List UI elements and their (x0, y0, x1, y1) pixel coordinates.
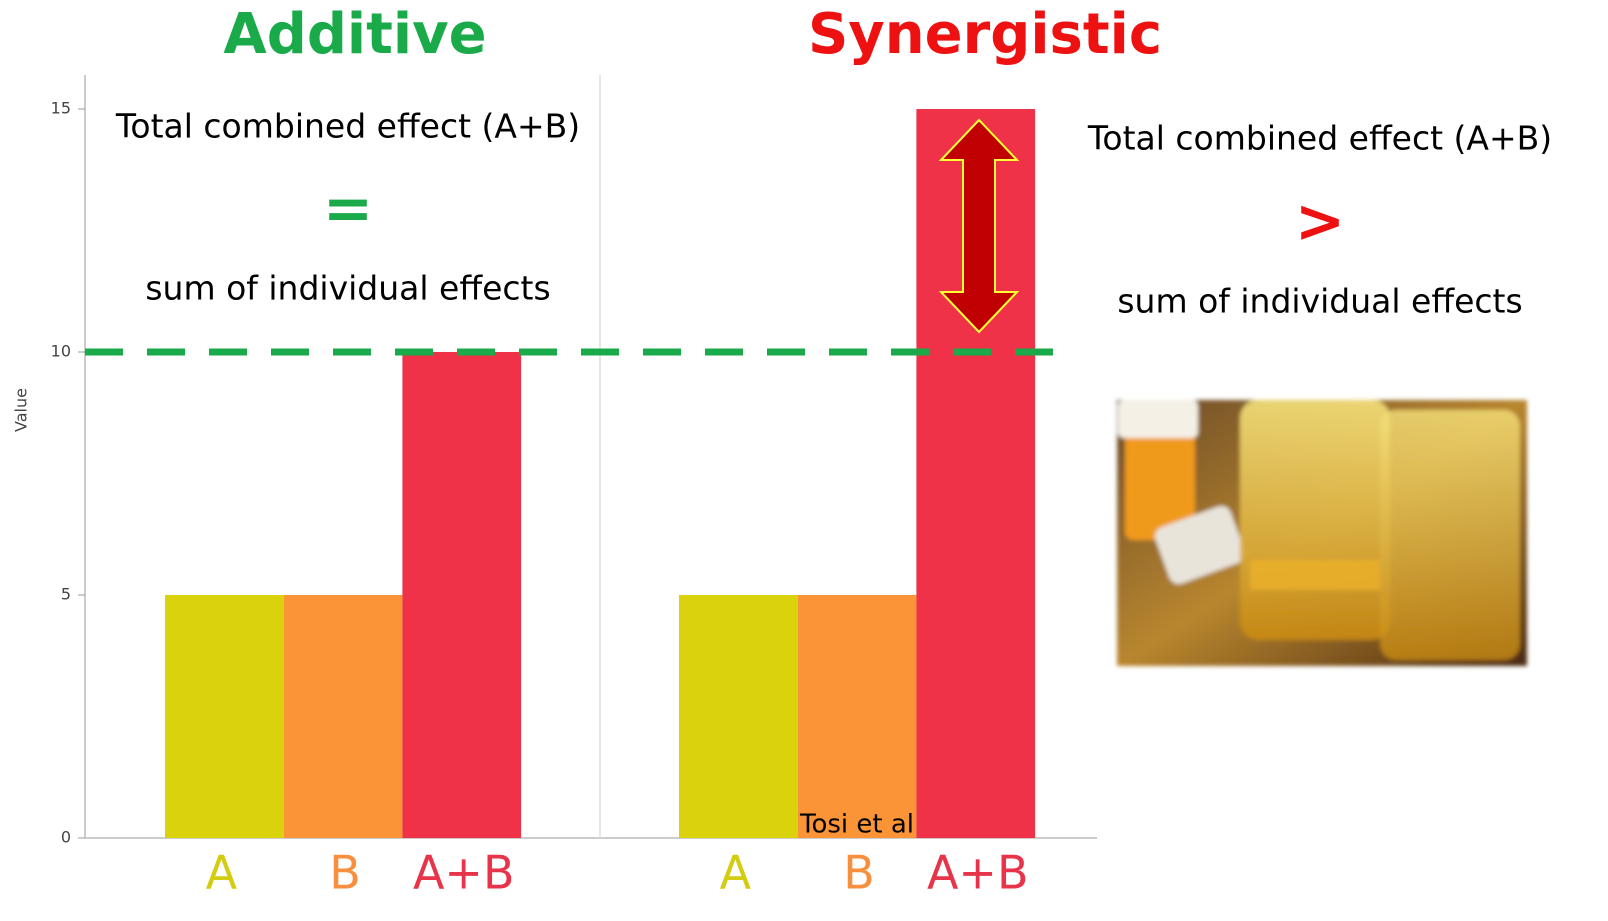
y-tick-label: 15 (51, 99, 71, 118)
annotation-bottom: sum of individual effects (1117, 282, 1522, 321)
photo (1117, 400, 1527, 666)
annotation-bottom: sum of individual effects (145, 269, 550, 308)
y-axis-label: Value (12, 388, 31, 432)
x-tick-label: B (843, 846, 875, 900)
x-tick-label: A+B (927, 846, 1029, 900)
y-tick-label: 0 (61, 828, 71, 847)
x-tick-label: A (206, 846, 238, 900)
source: Tosi et al (799, 810, 914, 840)
y-tick-label: 10 (51, 342, 71, 361)
bar (679, 595, 798, 838)
x-tick-label: A (720, 846, 752, 900)
bar (284, 595, 403, 838)
annotation-symbol: = (323, 174, 373, 244)
annotation-symbol: > (1295, 187, 1345, 257)
y-tick-label: 5 (61, 585, 71, 604)
bar (165, 595, 284, 838)
panel-title: Synergistic (808, 2, 1162, 67)
bar (798, 595, 917, 838)
panel-title: Additive (223, 2, 486, 67)
page: 0 5 10 15 Value Additive A B A+B Total combined … (0, 0, 1608, 921)
annotation-top: Total combined effect (A+B) (115, 107, 580, 146)
bar (402, 352, 521, 838)
x-tick-label: B (329, 846, 361, 900)
x-tick-label: A+B (413, 846, 515, 900)
annotation-top: Total combined effect (A+B) (1087, 119, 1552, 158)
chart: 0 5 10 15 Value Additive A B A+B Total combined … (0, 0, 1608, 921)
